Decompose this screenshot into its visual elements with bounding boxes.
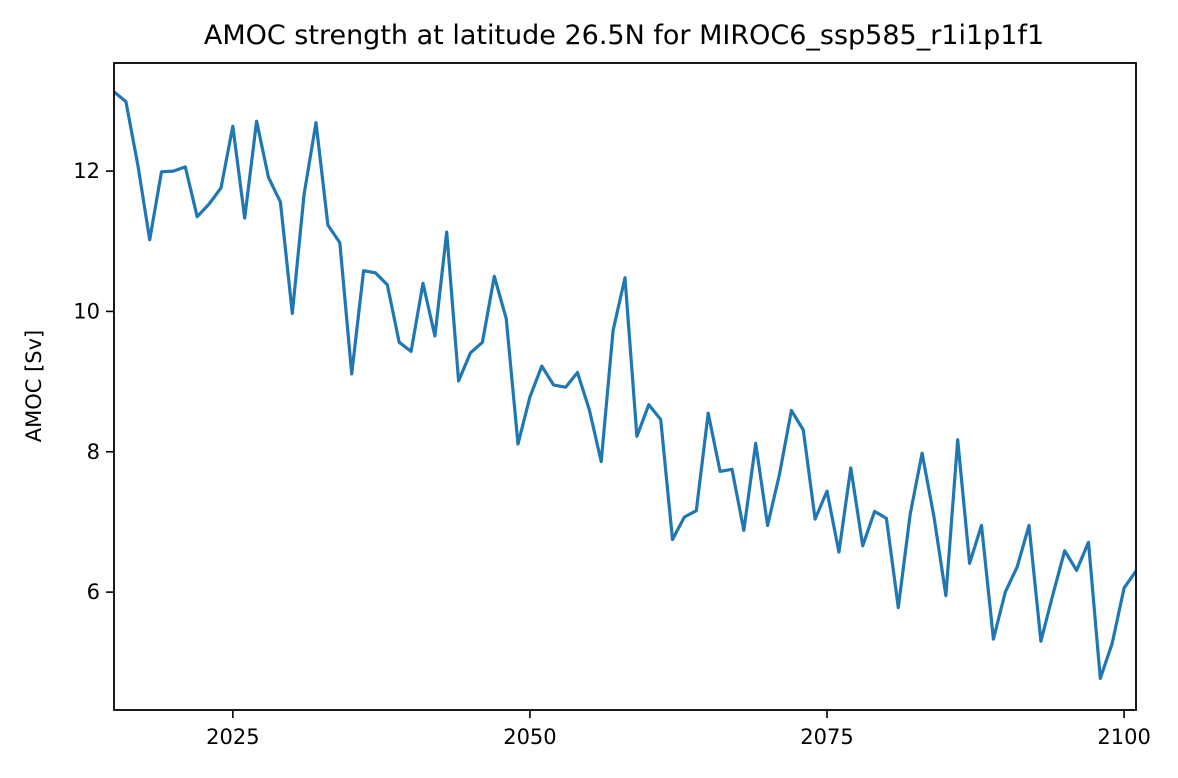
y-tick-label: 10 — [73, 299, 100, 323]
y-tick-label: 6 — [87, 580, 100, 604]
amoc-series-line — [114, 90, 1136, 680]
x-tick-label: 2025 — [206, 725, 259, 749]
chart-title: AMOC strength at latitude 26.5N for MIRO… — [204, 20, 1044, 51]
y-tick-label: 12 — [73, 159, 100, 183]
plot-frame — [113, 62, 1137, 711]
x-tick-label: 2050 — [503, 725, 556, 749]
y-tick-label: 8 — [87, 440, 100, 464]
x-tick-label: 2100 — [1097, 725, 1150, 749]
y-axis-label: AMOC [Sv] — [22, 330, 46, 443]
x-tick-label: 2075 — [800, 725, 853, 749]
